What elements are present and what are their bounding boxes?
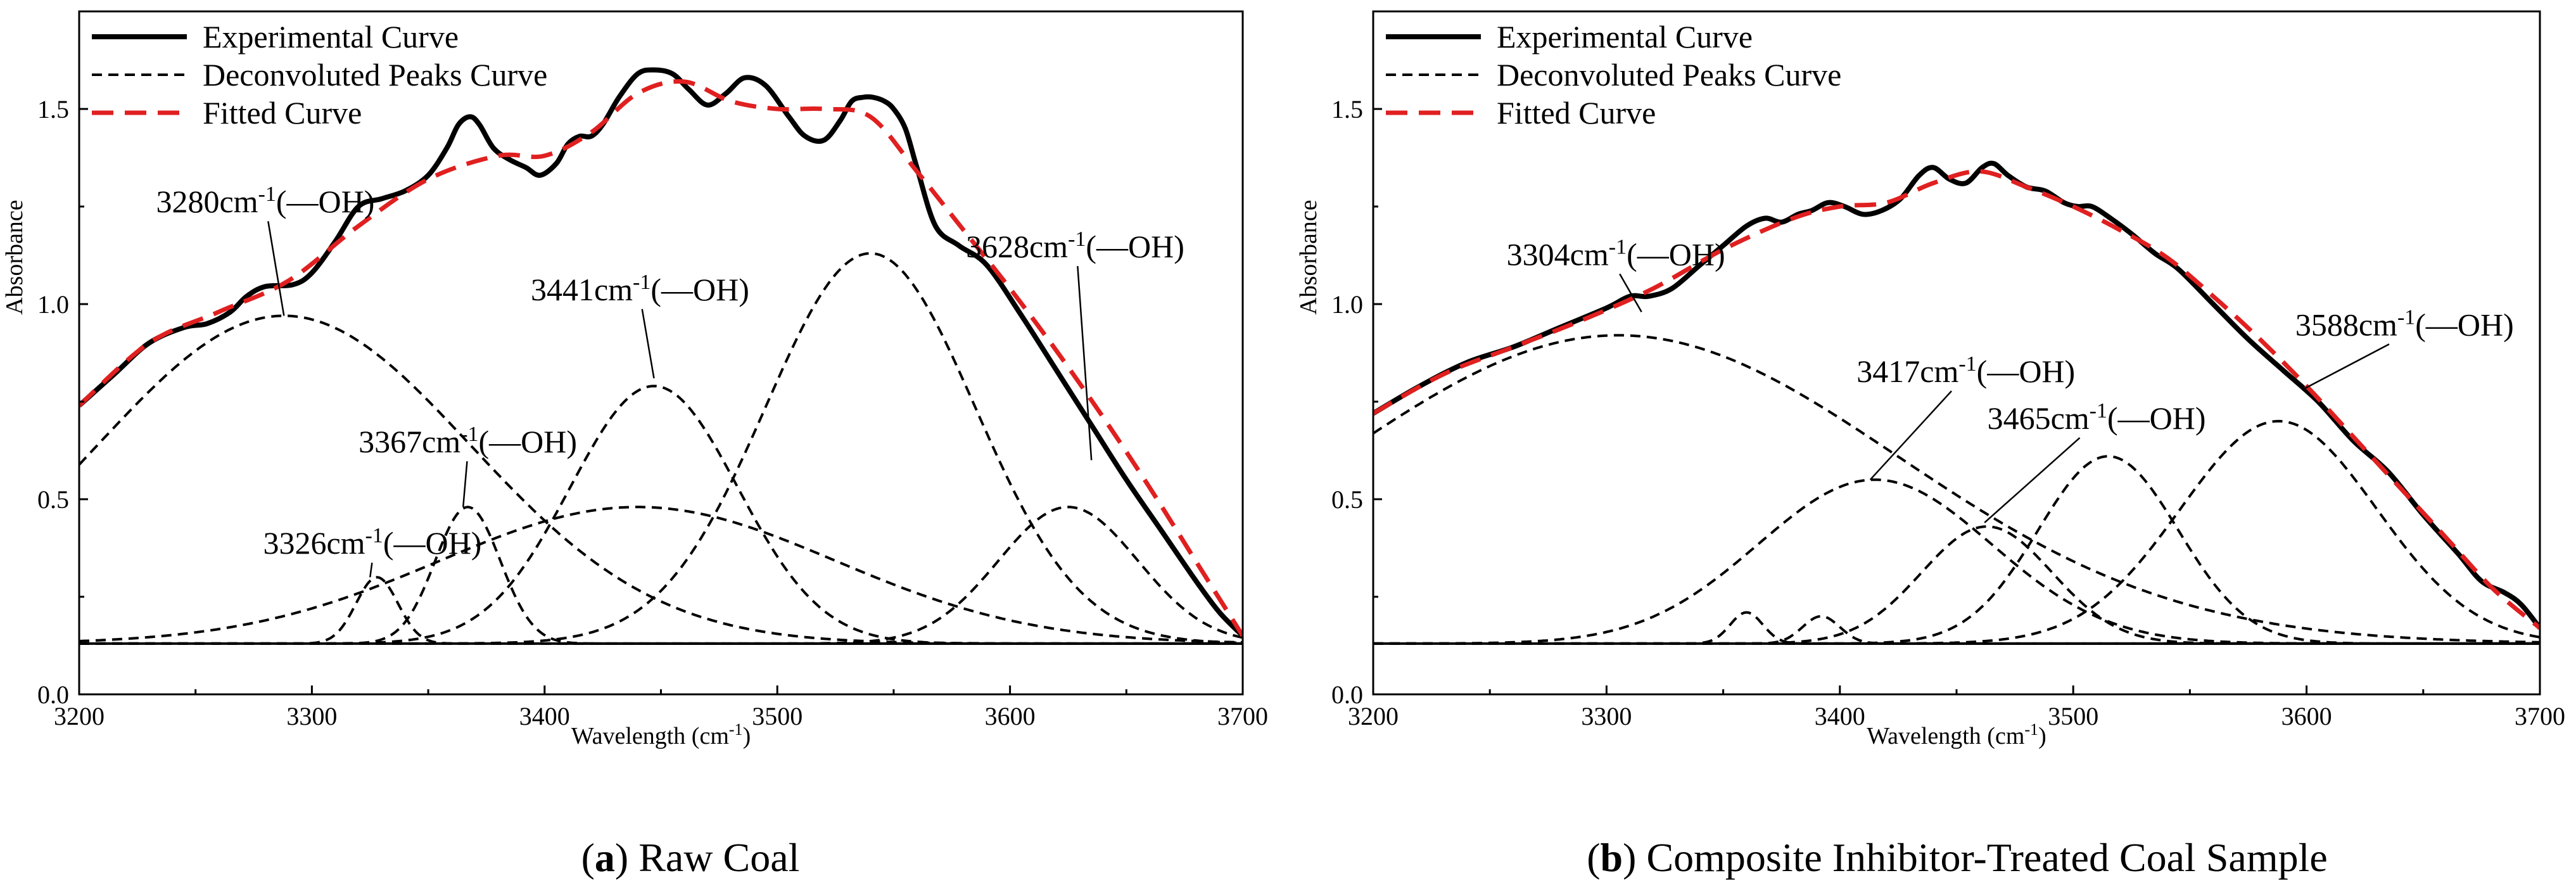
peak-annotation-label: 3280cm-1(—OH) bbox=[156, 182, 374, 220]
peak-annotation-label: 3588cm-1(—OH) bbox=[2295, 305, 2514, 343]
peak-annotation-label: 3326cm-1(—OH) bbox=[263, 524, 481, 561]
panel-a: 3200 3300 3400 3500 3600 3700 0.0 0.5 1.0 1.5 328… bbox=[1, 10, 1268, 880]
deconvoluted-peak-line bbox=[1373, 455, 2540, 645]
panel-caption: (a) Raw Coal bbox=[581, 835, 800, 880]
legend-label: Fitted Curve bbox=[1497, 95, 1656, 131]
y-axis-title: Absorbance bbox=[1, 200, 28, 314]
deconvoluted-peak-line bbox=[79, 385, 1243, 645]
deconvoluted-peak-line bbox=[79, 576, 1243, 645]
annotation-leader bbox=[462, 461, 468, 507]
y-tick-label: 0.5 bbox=[1331, 485, 1363, 514]
annotation-leader bbox=[641, 309, 655, 379]
x-tick-label: 3500 bbox=[2048, 702, 2098, 730]
legend-label: Experimental Curve bbox=[203, 19, 459, 54]
x-tick-label: 3600 bbox=[2281, 702, 2332, 730]
annotation-leader bbox=[267, 221, 285, 316]
annotation-leader bbox=[1869, 390, 1953, 481]
deconvoluted-peak-line bbox=[79, 506, 1243, 645]
deconvoluted-peak-line bbox=[79, 506, 1243, 645]
peak-annotation-label: 3441cm-1(—OH) bbox=[531, 270, 749, 307]
y-tick-label: 0.0 bbox=[1331, 680, 1363, 709]
experimental-curve-line bbox=[79, 67, 1243, 638]
y-tick-label: 0.0 bbox=[37, 680, 69, 709]
x-tick-label: 3700 bbox=[2515, 702, 2565, 730]
x-axis-title: Wavelength (cm-1) bbox=[571, 720, 751, 750]
legend-label: Experimental Curve bbox=[1497, 19, 1753, 54]
legend-label: Fitted Curve bbox=[203, 95, 362, 131]
peak-annotation-label: 3367cm-1(—OH) bbox=[358, 423, 577, 460]
deconvoluted-peak-line bbox=[1373, 419, 2540, 645]
annotation-leader bbox=[1619, 273, 1642, 312]
x-tick-label: 3300 bbox=[1581, 702, 1632, 730]
experimental-curve-line bbox=[1373, 160, 2540, 630]
peak-annotation-label: 3465cm-1(—OH) bbox=[1988, 399, 2206, 436]
annotation-leader bbox=[1077, 265, 1093, 461]
y-tick-label: 1.0 bbox=[1331, 290, 1363, 319]
y-tick-label: 1.5 bbox=[37, 95, 69, 124]
legend-label: Deconvoluted Peaks Curve bbox=[203, 57, 547, 92]
deconvoluted-peak-line bbox=[79, 506, 1243, 644]
deconvoluted-peak-line bbox=[1373, 611, 2540, 645]
annotation-leader bbox=[369, 563, 373, 578]
legend-label: Deconvoluted Peaks Curve bbox=[1497, 57, 1841, 92]
x-tick-label: 3700 bbox=[1217, 702, 1268, 730]
y-tick-label: 0.5 bbox=[37, 485, 69, 514]
x-axis-title: Wavelength (cm-1) bbox=[1867, 720, 2046, 750]
x-tick-label: 3500 bbox=[752, 702, 803, 730]
fitted-curve-line bbox=[79, 79, 1243, 637]
deconvoluted-peak-line bbox=[1373, 615, 2540, 645]
peak-annotation-label: 3628cm-1(—OH) bbox=[966, 227, 1184, 265]
annotation-leader bbox=[2301, 343, 2390, 391]
panel-caption: (b) Composite Inhibitor-Treated Coal Sam… bbox=[1587, 835, 2328, 880]
annotation-leader bbox=[1984, 437, 2081, 523]
y-tick-label: 1.0 bbox=[37, 290, 69, 319]
x-tick-label: 3400 bbox=[519, 702, 570, 730]
x-tick-label: 3200 bbox=[54, 702, 105, 730]
panel-b: 3200 3300 3400 3500 3600 3700 0.0 0.5 1.0 1.5 330… bbox=[1295, 10, 2565, 880]
deconvoluted-peak-line bbox=[1373, 478, 2540, 645]
x-tick-label: 3400 bbox=[1815, 702, 1865, 730]
x-tick-label: 3600 bbox=[985, 702, 1036, 730]
deconvoluted-peak-line bbox=[79, 252, 1243, 645]
x-tick-label: 3200 bbox=[1348, 702, 1399, 730]
x-tick-label: 3300 bbox=[286, 702, 337, 730]
peak-annotation-label: 3304cm-1(—OH) bbox=[1507, 235, 1725, 272]
y-axis-title: Absorbance bbox=[1295, 200, 1322, 314]
deconvoluted-peak-line bbox=[79, 314, 1243, 645]
y-tick-label: 1.5 bbox=[1331, 95, 1363, 124]
fitted-curve-line bbox=[1373, 169, 2540, 630]
peak-annotation-label: 3417cm-1(—OH) bbox=[1856, 352, 2075, 390]
deconvoluted-peak-line bbox=[1373, 334, 2540, 644]
